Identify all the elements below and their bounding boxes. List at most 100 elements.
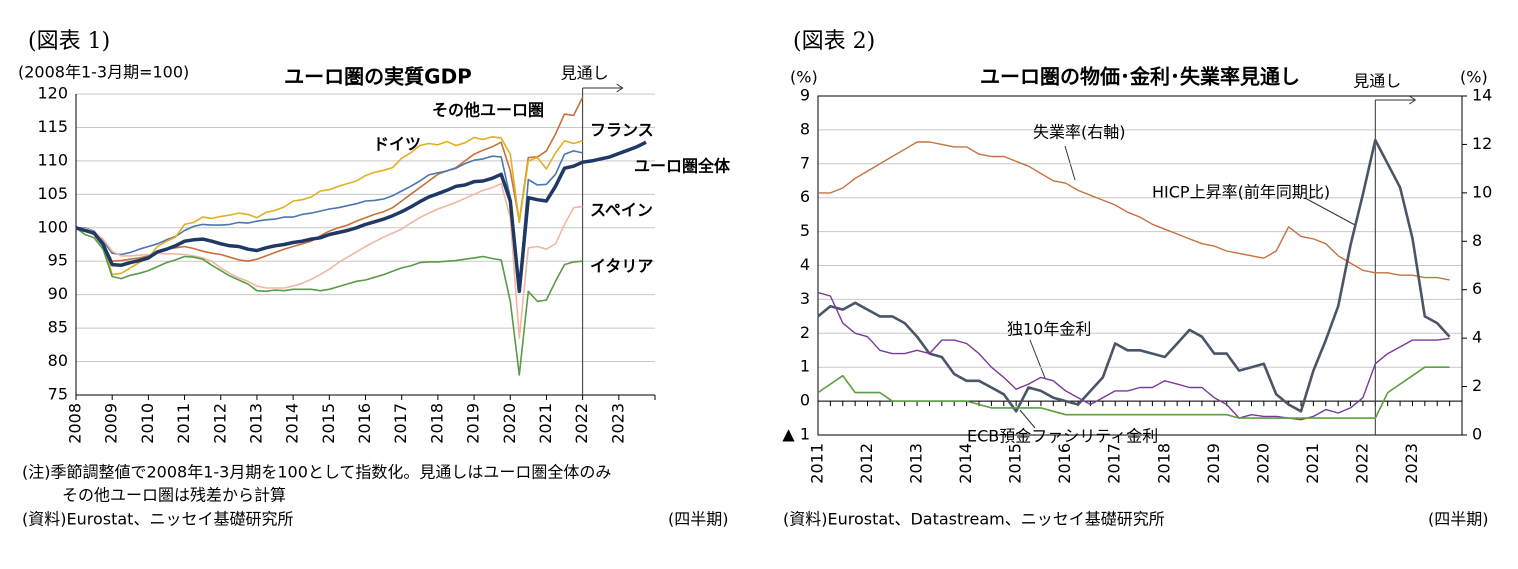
y-axis-label: (%) bbox=[790, 68, 818, 87]
chart-title: ユーロ圏の物価･金利･失業率見通し bbox=[980, 65, 1300, 89]
y-tick-label: 6 bbox=[800, 187, 810, 206]
series-label: スペイン bbox=[590, 201, 653, 220]
y-tick-label: 90 bbox=[48, 284, 68, 303]
x-tick-label: 2015 bbox=[319, 403, 338, 444]
leader-line bbox=[1019, 409, 1036, 429]
x-tick-label: 2023 bbox=[1402, 443, 1421, 484]
x-tick-label: 2018 bbox=[1154, 443, 1173, 484]
x-tick-label: 2013 bbox=[246, 403, 265, 444]
x-tick-label: 2012 bbox=[857, 443, 876, 484]
x-tick-label: 2019 bbox=[464, 403, 483, 444]
y-tick-label: 85 bbox=[48, 318, 68, 337]
x-tick-label: 2021 bbox=[536, 403, 555, 444]
y-tick-label: 7 bbox=[800, 153, 810, 172]
series-label: ECB預金ファシリティ金利 bbox=[967, 427, 1158, 446]
x-tick-label: 2016 bbox=[355, 403, 374, 444]
series-line bbox=[818, 141, 1450, 281]
x-tick-label: 2017 bbox=[1105, 443, 1124, 484]
figure-label: (図表 2) bbox=[793, 29, 875, 54]
x-tick-label: 2014 bbox=[956, 443, 975, 484]
y-tick-label: ▲ 1 bbox=[782, 425, 810, 444]
x-tick-label: 2008 bbox=[66, 403, 85, 444]
plot-frame bbox=[817, 95, 1463, 436]
source: (資料)Eurostat、Datastream、ニッセイ基礎研究所 bbox=[783, 510, 1165, 529]
y-axis-label: (2008年1-3月期=100) bbox=[18, 63, 189, 82]
x-tick-label: 2022 bbox=[572, 403, 591, 444]
x-tick-label: 2021 bbox=[1303, 443, 1322, 484]
forecast-arrowhead bbox=[1409, 95, 1417, 105]
y-tick-label: 120 bbox=[37, 84, 68, 103]
y2-tick-label: 12 bbox=[1472, 134, 1492, 153]
x-tick-label: 2009 bbox=[102, 403, 121, 444]
x-tick-label: 2011 bbox=[808, 443, 827, 484]
figure-label: (図表 1) bbox=[28, 29, 110, 54]
x-tick-label: 2017 bbox=[391, 403, 410, 444]
x-unit: (四半期) bbox=[1428, 510, 1489, 529]
series-label: ドイツ bbox=[373, 135, 421, 154]
y-tick-label: 8 bbox=[800, 119, 810, 138]
forecast-label: 見通し bbox=[1353, 72, 1401, 91]
series-label: フランス bbox=[590, 121, 654, 140]
y-tick-label: 100 bbox=[37, 217, 68, 236]
y2-axis-label: (%) bbox=[1460, 68, 1488, 87]
y-tick-label: 105 bbox=[37, 184, 68, 203]
y-tick-label: 110 bbox=[37, 150, 68, 169]
series-label: 独10年金利 bbox=[1007, 320, 1091, 339]
series-label: イタリア bbox=[590, 257, 653, 276]
x-tick-label: 2020 bbox=[1253, 443, 1272, 484]
x-tick-label: 2010 bbox=[138, 403, 157, 444]
y-tick-label: 2 bbox=[800, 323, 810, 342]
series-line bbox=[817, 366, 1450, 419]
series-line bbox=[75, 136, 583, 276]
note: (注)季節調整値で2008年1-3月期を100として指数化。見通しはユーロ圏全体… bbox=[22, 463, 611, 482]
x-tick-label: 2023 bbox=[608, 403, 627, 444]
forecast-arrowhead bbox=[616, 83, 624, 93]
x-tick-label: 2022 bbox=[1352, 443, 1371, 484]
series-label: その他ユーロ圏 bbox=[432, 101, 544, 120]
x-tick-label: 2011 bbox=[174, 403, 193, 444]
y-tick-label: 1 bbox=[800, 357, 810, 376]
y-tick-label: 9 bbox=[800, 86, 810, 105]
source: (資料)Eurostat、ニッセイ基礎研究所 bbox=[22, 510, 293, 529]
leader-line bbox=[1064, 145, 1076, 181]
y-tick-label: 95 bbox=[48, 251, 68, 270]
y2-tick-label: 0 bbox=[1472, 425, 1482, 444]
y-tick-label: 115 bbox=[37, 117, 68, 136]
y2-tick-label: 4 bbox=[1472, 328, 1482, 347]
series-label: 失業率(右軸) bbox=[1033, 123, 1126, 142]
y-tick-label: 3 bbox=[800, 289, 810, 308]
x-tick-label: 2015 bbox=[1006, 443, 1025, 484]
y2-tick-label: 8 bbox=[1472, 231, 1482, 250]
y2-tick-label: 10 bbox=[1472, 182, 1492, 201]
x-tick-label: 2013 bbox=[907, 443, 926, 484]
series-line bbox=[817, 291, 1450, 421]
y2-tick-label: 6 bbox=[1472, 279, 1482, 298]
y-tick-label: 5 bbox=[800, 221, 810, 240]
x-unit: (四半期) bbox=[668, 510, 729, 529]
x-tick-label: 2019 bbox=[1204, 443, 1223, 484]
x-tick-label: 2020 bbox=[500, 403, 519, 444]
leader-line bbox=[1304, 197, 1356, 226]
x-tick-label: 2018 bbox=[427, 403, 446, 444]
series-line bbox=[75, 227, 583, 376]
x-tick-label: 2012 bbox=[210, 403, 229, 444]
series-label: HICP上昇率(前年同期比) bbox=[1152, 183, 1330, 202]
y-tick-label: 0 bbox=[800, 391, 810, 410]
forecast-label: 見通し bbox=[561, 64, 609, 83]
y2-tick-label: 2 bbox=[1472, 376, 1482, 395]
y-tick-label: 80 bbox=[48, 351, 68, 370]
x-tick-label: 2016 bbox=[1055, 443, 1074, 484]
chart-title: ユーロ圏の実質GDP bbox=[284, 65, 472, 89]
leader-line bbox=[1029, 339, 1046, 379]
x-tick-label: 2014 bbox=[283, 403, 302, 444]
y-tick-label: 75 bbox=[48, 385, 68, 404]
series-label: ユーロ圏全体 bbox=[634, 157, 731, 176]
y2-tick-label: 14 bbox=[1472, 86, 1492, 105]
series-line bbox=[75, 182, 583, 339]
note: その他ユーロ圏は残差から計算 bbox=[62, 486, 286, 505]
series-line bbox=[817, 138, 1451, 413]
series-line bbox=[76, 150, 583, 289]
y-tick-label: 4 bbox=[800, 255, 810, 274]
series-line bbox=[75, 140, 647, 294]
